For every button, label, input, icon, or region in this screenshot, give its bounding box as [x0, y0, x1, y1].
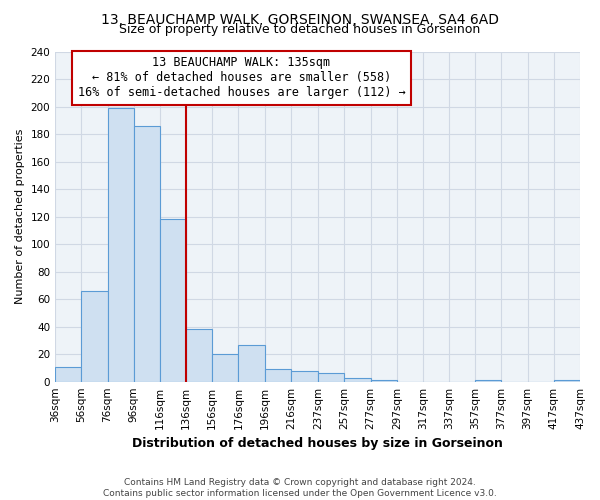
Bar [186, 330, 212, 382]
Bar [554, 380, 580, 382]
Bar [371, 380, 397, 382]
Bar [212, 354, 238, 382]
Text: 13 BEAUCHAMP WALK: 135sqm
← 81% of detached houses are smaller (558)
16% of semi: 13 BEAUCHAMP WALK: 135sqm ← 81% of detac… [77, 56, 406, 100]
Bar [160, 220, 186, 382]
Bar [238, 344, 265, 382]
X-axis label: Distribution of detached houses by size in Gorseinon: Distribution of detached houses by size … [132, 437, 503, 450]
Bar [134, 126, 160, 382]
Bar [475, 380, 502, 382]
Text: Size of property relative to detached houses in Gorseinon: Size of property relative to detached ho… [119, 22, 481, 36]
Bar [291, 370, 318, 382]
Text: Contains HM Land Registry data © Crown copyright and database right 2024.
Contai: Contains HM Land Registry data © Crown c… [103, 478, 497, 498]
Bar [55, 366, 82, 382]
Y-axis label: Number of detached properties: Number of detached properties [15, 129, 25, 304]
Bar [265, 370, 291, 382]
Text: 13, BEAUCHAMP WALK, GORSEINON, SWANSEA, SA4 6AD: 13, BEAUCHAMP WALK, GORSEINON, SWANSEA, … [101, 12, 499, 26]
Bar [107, 108, 134, 382]
Bar [82, 291, 107, 382]
Bar [344, 378, 371, 382]
Bar [318, 374, 344, 382]
